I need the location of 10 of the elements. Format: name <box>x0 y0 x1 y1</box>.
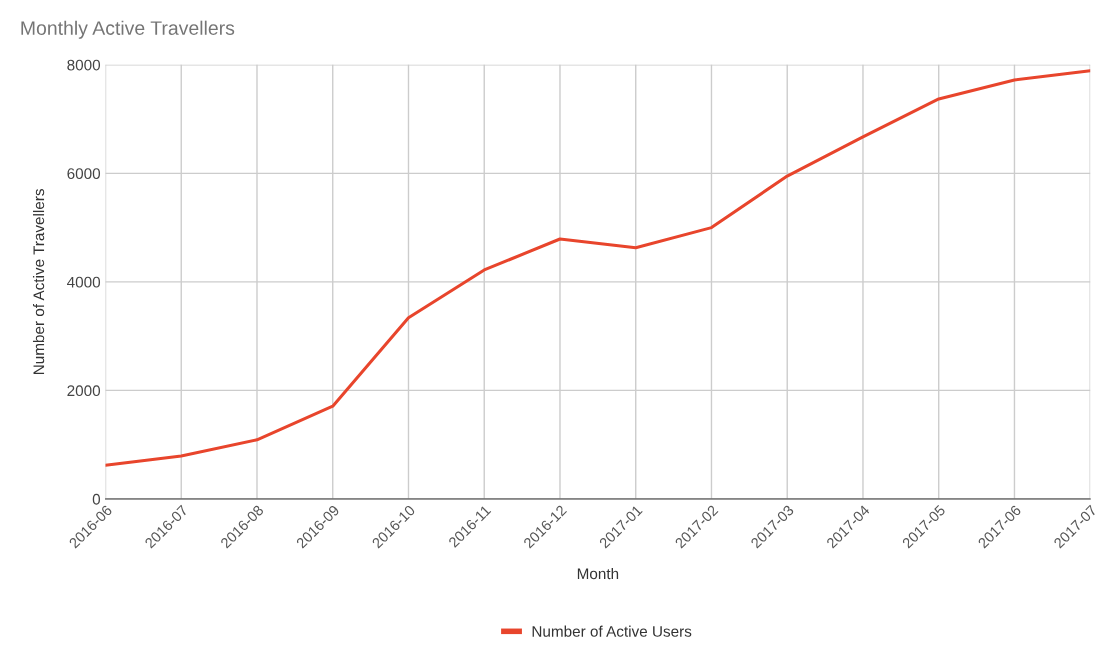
legend-label: Number of Active Users <box>532 625 692 637</box>
y-tick-label: 4000 <box>67 276 101 288</box>
x-axis-title: Month <box>577 567 619 580</box>
y-tick-label: 8000 <box>67 59 101 71</box>
y-axis-title: Number of Active Travellers <box>32 189 45 375</box>
y-tick-label: 6000 <box>67 168 101 180</box>
line-series <box>105 69 1091 467</box>
chart-title: Monthly Active Travellers <box>21 20 235 39</box>
y-tick-label: 2000 <box>67 385 101 397</box>
y-tick-label: 0 <box>92 493 101 505</box>
